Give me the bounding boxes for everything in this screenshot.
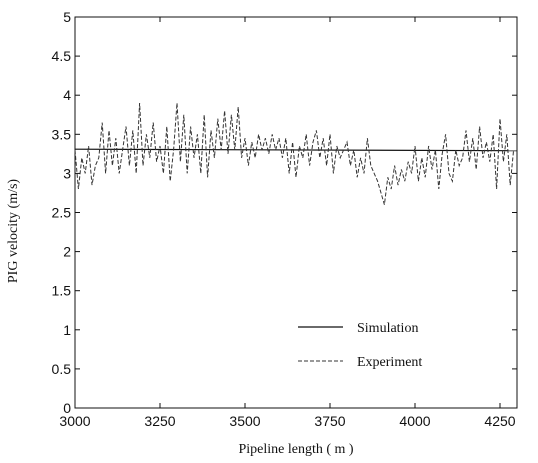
y-tick-label: 0.5	[52, 361, 72, 377]
x-tick-label: 3000	[59, 413, 90, 429]
y-tick-label: 4.5	[52, 48, 72, 64]
y-axis-label: PIG velocity (m/s)	[6, 179, 21, 284]
plot-frame	[74, 16, 518, 409]
series-experiment-line	[74, 102, 515, 205]
y-tick-label: 1	[63, 322, 71, 338]
x-axis-label: Pipeline length ( m )	[238, 442, 353, 457]
y-tick-label: 0	[63, 400, 71, 416]
x-tick-label: 3750	[314, 413, 345, 429]
x-tick-label: 3500	[229, 413, 260, 429]
y-tick-label: 1.5	[52, 283, 72, 299]
series-group	[74, 102, 518, 205]
y-tick-label: 3	[63, 165, 71, 181]
ticks-group: 3000 3250 3500 3750 4000 4250 0 0.5 1 1.5 2 2.5 3 3.5…	[52, 9, 517, 429]
y-tick-label: 3.5	[52, 126, 72, 142]
plot-area-border	[74, 16, 518, 409]
x-tick-label: 4250	[484, 413, 515, 429]
y-tick-label: 2.5	[52, 205, 72, 221]
y-tick-label: 4	[63, 87, 71, 103]
x-tick-label: 3250	[144, 413, 175, 429]
legend-simulation-label: Simulation	[357, 321, 418, 336]
y-tick-label: 5	[63, 9, 71, 25]
x-tick-label: 4000	[399, 413, 430, 429]
y-tick-label: 2	[63, 244, 71, 260]
legend-experiment-label: Experiment	[357, 355, 422, 370]
legend: Simulation Experiment	[298, 321, 422, 370]
series-simulation-line	[74, 148, 518, 152]
